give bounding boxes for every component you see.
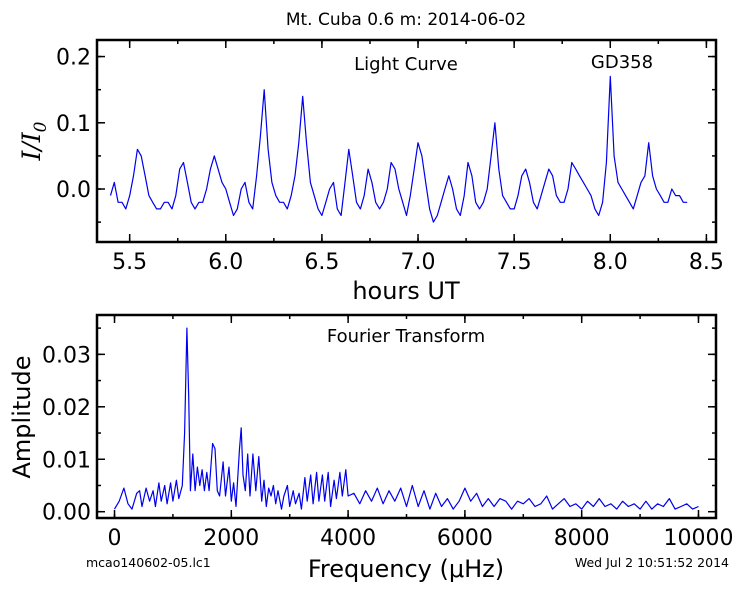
light-curve-xtick-label: 5.5: [112, 250, 147, 275]
footer-filename: mcao140602-05.lc1: [86, 555, 211, 570]
light-curve-panel: 5.5 6.0 6.5 7.0 7.5 8.0 8.5 0.0 0.1 0.2 Light Cur…: [17, 38, 724, 305]
light-curve-series: [109, 75, 688, 223]
fourier-xtick-label: 2000: [203, 526, 259, 551]
light-curve-ticks: 5.5 6.0 6.5 7.0 7.5 8.0 8.5 0.0 0.1 0.2: [56, 40, 724, 275]
light-curve-frame: [95, 38, 718, 244]
light-curve-xtick-label: 8.0: [593, 250, 628, 275]
fourier-xtick-label: 0: [108, 526, 122, 551]
star-name-label: GD358: [591, 52, 653, 73]
fourier-xtick-label: 6000: [437, 526, 493, 551]
fourier-xtick-label: 8000: [554, 526, 610, 551]
fourier-ytick-label: 0.02: [42, 396, 91, 421]
fourier-ticks: 0 2000 4000 6000 8000 10000 0.00 0.01 0.02 0.03: [42, 315, 733, 551]
fourier-x-label: Frequency (μHz): [308, 555, 504, 583]
fourier-y-label: Amplitude: [8, 356, 36, 479]
light-curve-xtick-label: 6.5: [304, 250, 339, 275]
light-curve-xtick-label: 8.5: [689, 250, 724, 275]
fourier-series: [113, 327, 699, 510]
light-curve-xtick-label: 7.0: [401, 250, 436, 275]
fourier-ytick-label: 0.00: [42, 501, 91, 526]
light-curve-ytick-label: 0.0: [56, 178, 91, 203]
light-curve-xtick-label: 6.0: [208, 250, 243, 275]
light-curve-xtick-label: 7.5: [497, 250, 532, 275]
fourier-xtick-label: 4000: [320, 526, 376, 551]
light-curve-x-label: hours UT: [352, 277, 460, 305]
fourier-frame: [95, 313, 718, 520]
fourier-ytick-label: 0.01: [42, 448, 91, 473]
footer-timestamp: Wed Jul 2 10:51:52 2014: [575, 555, 729, 570]
fourier-ytick-label: 0.03: [42, 343, 91, 368]
fourier-title: Fourier Transform: [327, 326, 485, 347]
figure-title: Mt. Cuba 0.6 m: 2014-06-02: [286, 10, 526, 30]
light-curve-y-label: I/I0: [17, 121, 51, 161]
fourier-xtick-label: 10000: [663, 526, 733, 551]
fourier-panel: 0 2000 4000 6000 8000 10000 0.00 0.01 0.02 0.03 F…: [8, 313, 733, 583]
light-curve-title: Light Curve: [354, 54, 458, 75]
light-curve-ytick-label: 0.2: [56, 46, 91, 71]
light-curve-ytick-label: 0.1: [56, 112, 91, 137]
